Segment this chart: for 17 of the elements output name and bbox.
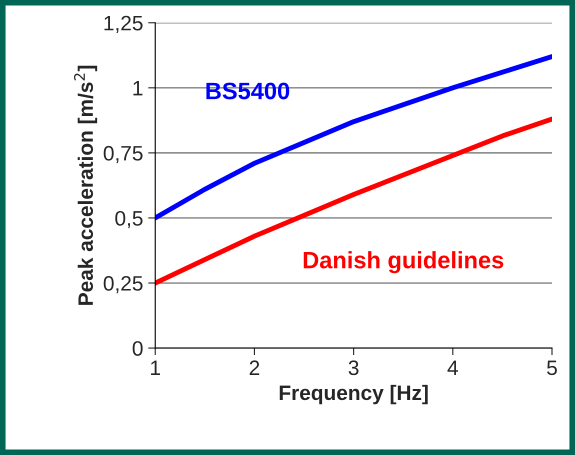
series-label: Danish guidelines xyxy=(304,251,504,274)
y-axis-title: Peak acceleration [m/s$^{2}$] xyxy=(74,66,98,305)
y-tick-label: 0,75 xyxy=(104,146,143,164)
x-tick-label: 5 xyxy=(547,360,557,376)
line-series xyxy=(155,54,552,220)
y-tick-label: 0,5 xyxy=(115,210,143,228)
x-tick-label: 2 xyxy=(250,360,260,375)
y-tick-label: 0 xyxy=(132,341,143,356)
y-tick-label: 0,25 xyxy=(104,276,143,294)
line-series xyxy=(155,116,552,286)
y-tick-label: 1 xyxy=(133,81,142,96)
x-tick-label: 1 xyxy=(151,360,160,375)
x-axis-title: Frequency [Hz] xyxy=(280,384,428,404)
y-tick-label: 1,25 xyxy=(104,16,143,33)
x-tick-label: 3 xyxy=(348,360,359,376)
x-tick-label: 4 xyxy=(448,360,458,375)
series-label: BS5400 xyxy=(206,82,290,100)
